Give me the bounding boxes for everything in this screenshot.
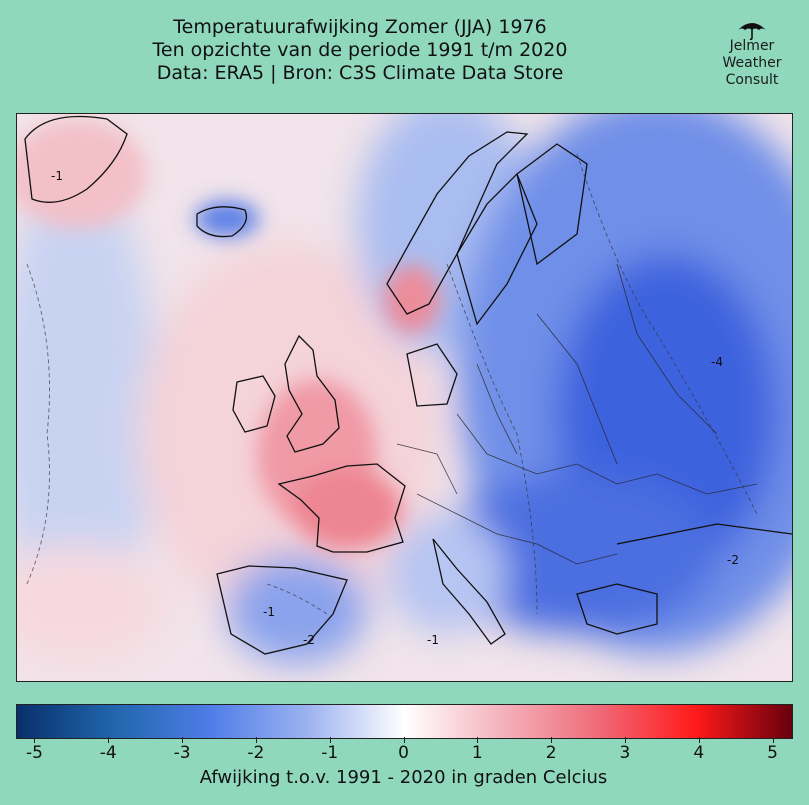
- subtropical-warm: [17, 544, 167, 664]
- colorbar-tick: [108, 737, 110, 743]
- iberia-cool: [227, 554, 367, 664]
- contour-label: -1: [263, 605, 275, 619]
- logo-line-2: Weather: [722, 55, 782, 71]
- colorbar-tick-label: 5: [767, 743, 778, 763]
- contour-line: [446, 263, 538, 615]
- colorbar-tick: [624, 737, 626, 743]
- colorbar-tick-label: 0: [398, 743, 409, 763]
- colorbar-fill: [17, 705, 792, 738]
- title-line-3: Data: ERA5 | Bron: C3S Climate Data Stor…: [156, 62, 564, 84]
- iceland-coast: [196, 206, 248, 238]
- colorbar-tick-label: 3: [619, 743, 631, 763]
- temperature-anomaly-map: -1 -2 -4 -1 -2 -1: [16, 113, 793, 682]
- balkans-cool: [437, 474, 717, 634]
- title-line-1: Temperatuurafwijking Zomer (JJA) 1976: [173, 16, 547, 38]
- umbrella-icon: [738, 23, 766, 40]
- south-norway-warm: [384, 265, 440, 333]
- border-line: [476, 363, 518, 455]
- logo-line-3: Consult: [725, 72, 779, 88]
- denmark-coast: [406, 343, 458, 407]
- contour-label: -1: [427, 633, 439, 647]
- colorbar-tick-label: 2: [545, 743, 557, 763]
- contour-line: [576, 153, 758, 515]
- colorbar-tick-label: 1: [471, 743, 483, 763]
- greenland-warm: [17, 119, 147, 229]
- border-line: [416, 493, 618, 565]
- colorbar-tick-label: -2: [247, 743, 265, 763]
- jelmer-weather-consult-logo: Jelmer Weather Consult: [712, 18, 792, 88]
- colorbar-tick-label: 4: [693, 743, 705, 763]
- italy-coast: [432, 538, 506, 645]
- colorbar-tick-label: -1: [321, 743, 339, 763]
- france-coast: [277, 463, 406, 553]
- contour-label: -1: [51, 169, 63, 183]
- border-line: [396, 443, 458, 495]
- sweden-coast: [456, 172, 538, 326]
- colorbar-tick: [403, 737, 405, 743]
- contour-line: [26, 263, 50, 585]
- colorbar-label: Afwijking t.o.v. 1991 - 2020 in graden C…: [199, 767, 608, 788]
- border-line: [536, 313, 618, 465]
- greece-coast: [576, 583, 658, 635]
- colorbar-tick-label: -5: [25, 743, 43, 763]
- contour-label: -2: [727, 553, 739, 567]
- colorbar-tick: [772, 737, 774, 743]
- colorbar-tick: [698, 737, 700, 743]
- ireland-coast: [232, 375, 276, 433]
- colorbar-ticks: -5 -4 -3 -2 -1 0 1 2 3 4 5: [16, 737, 791, 767]
- colorbar-tick: [34, 737, 36, 743]
- colorbar-tick: [182, 737, 184, 743]
- contour-label: -2: [303, 633, 315, 647]
- greenland-coast: [24, 115, 128, 203]
- colorbar-tick: [477, 737, 479, 743]
- title-line-2: Ten opzichte van de periode 1991 t/m 202…: [152, 39, 568, 61]
- black-sea-coast: [616, 523, 792, 545]
- west-atlantic-cool: [17, 174, 157, 634]
- contour-label: -4: [711, 355, 723, 369]
- border-line: [456, 413, 758, 495]
- colorbar-tick-label: -3: [173, 743, 191, 763]
- logo-line-1: Jelmer: [729, 38, 775, 54]
- great-britain-coast: [284, 334, 340, 453]
- norway-coast: [386, 131, 529, 315]
- map-svg: -1 -2 -4 -1 -2 -1: [17, 114, 792, 681]
- colorbar: [16, 704, 793, 739]
- colorbar-tick: [329, 737, 331, 743]
- italy-cool: [387, 514, 507, 634]
- finland-coast: [516, 143, 588, 266]
- france-warm: [292, 469, 402, 549]
- border-line: [616, 263, 718, 435]
- colorbar-tick-label: -4: [99, 743, 117, 763]
- colorbar-tick: [551, 737, 553, 743]
- colorbar-tick: [255, 737, 257, 743]
- iberia-coast: [216, 565, 348, 655]
- map-title: Temperatuurafwijking Zomer (JJA) 1976 Te…: [0, 16, 720, 85]
